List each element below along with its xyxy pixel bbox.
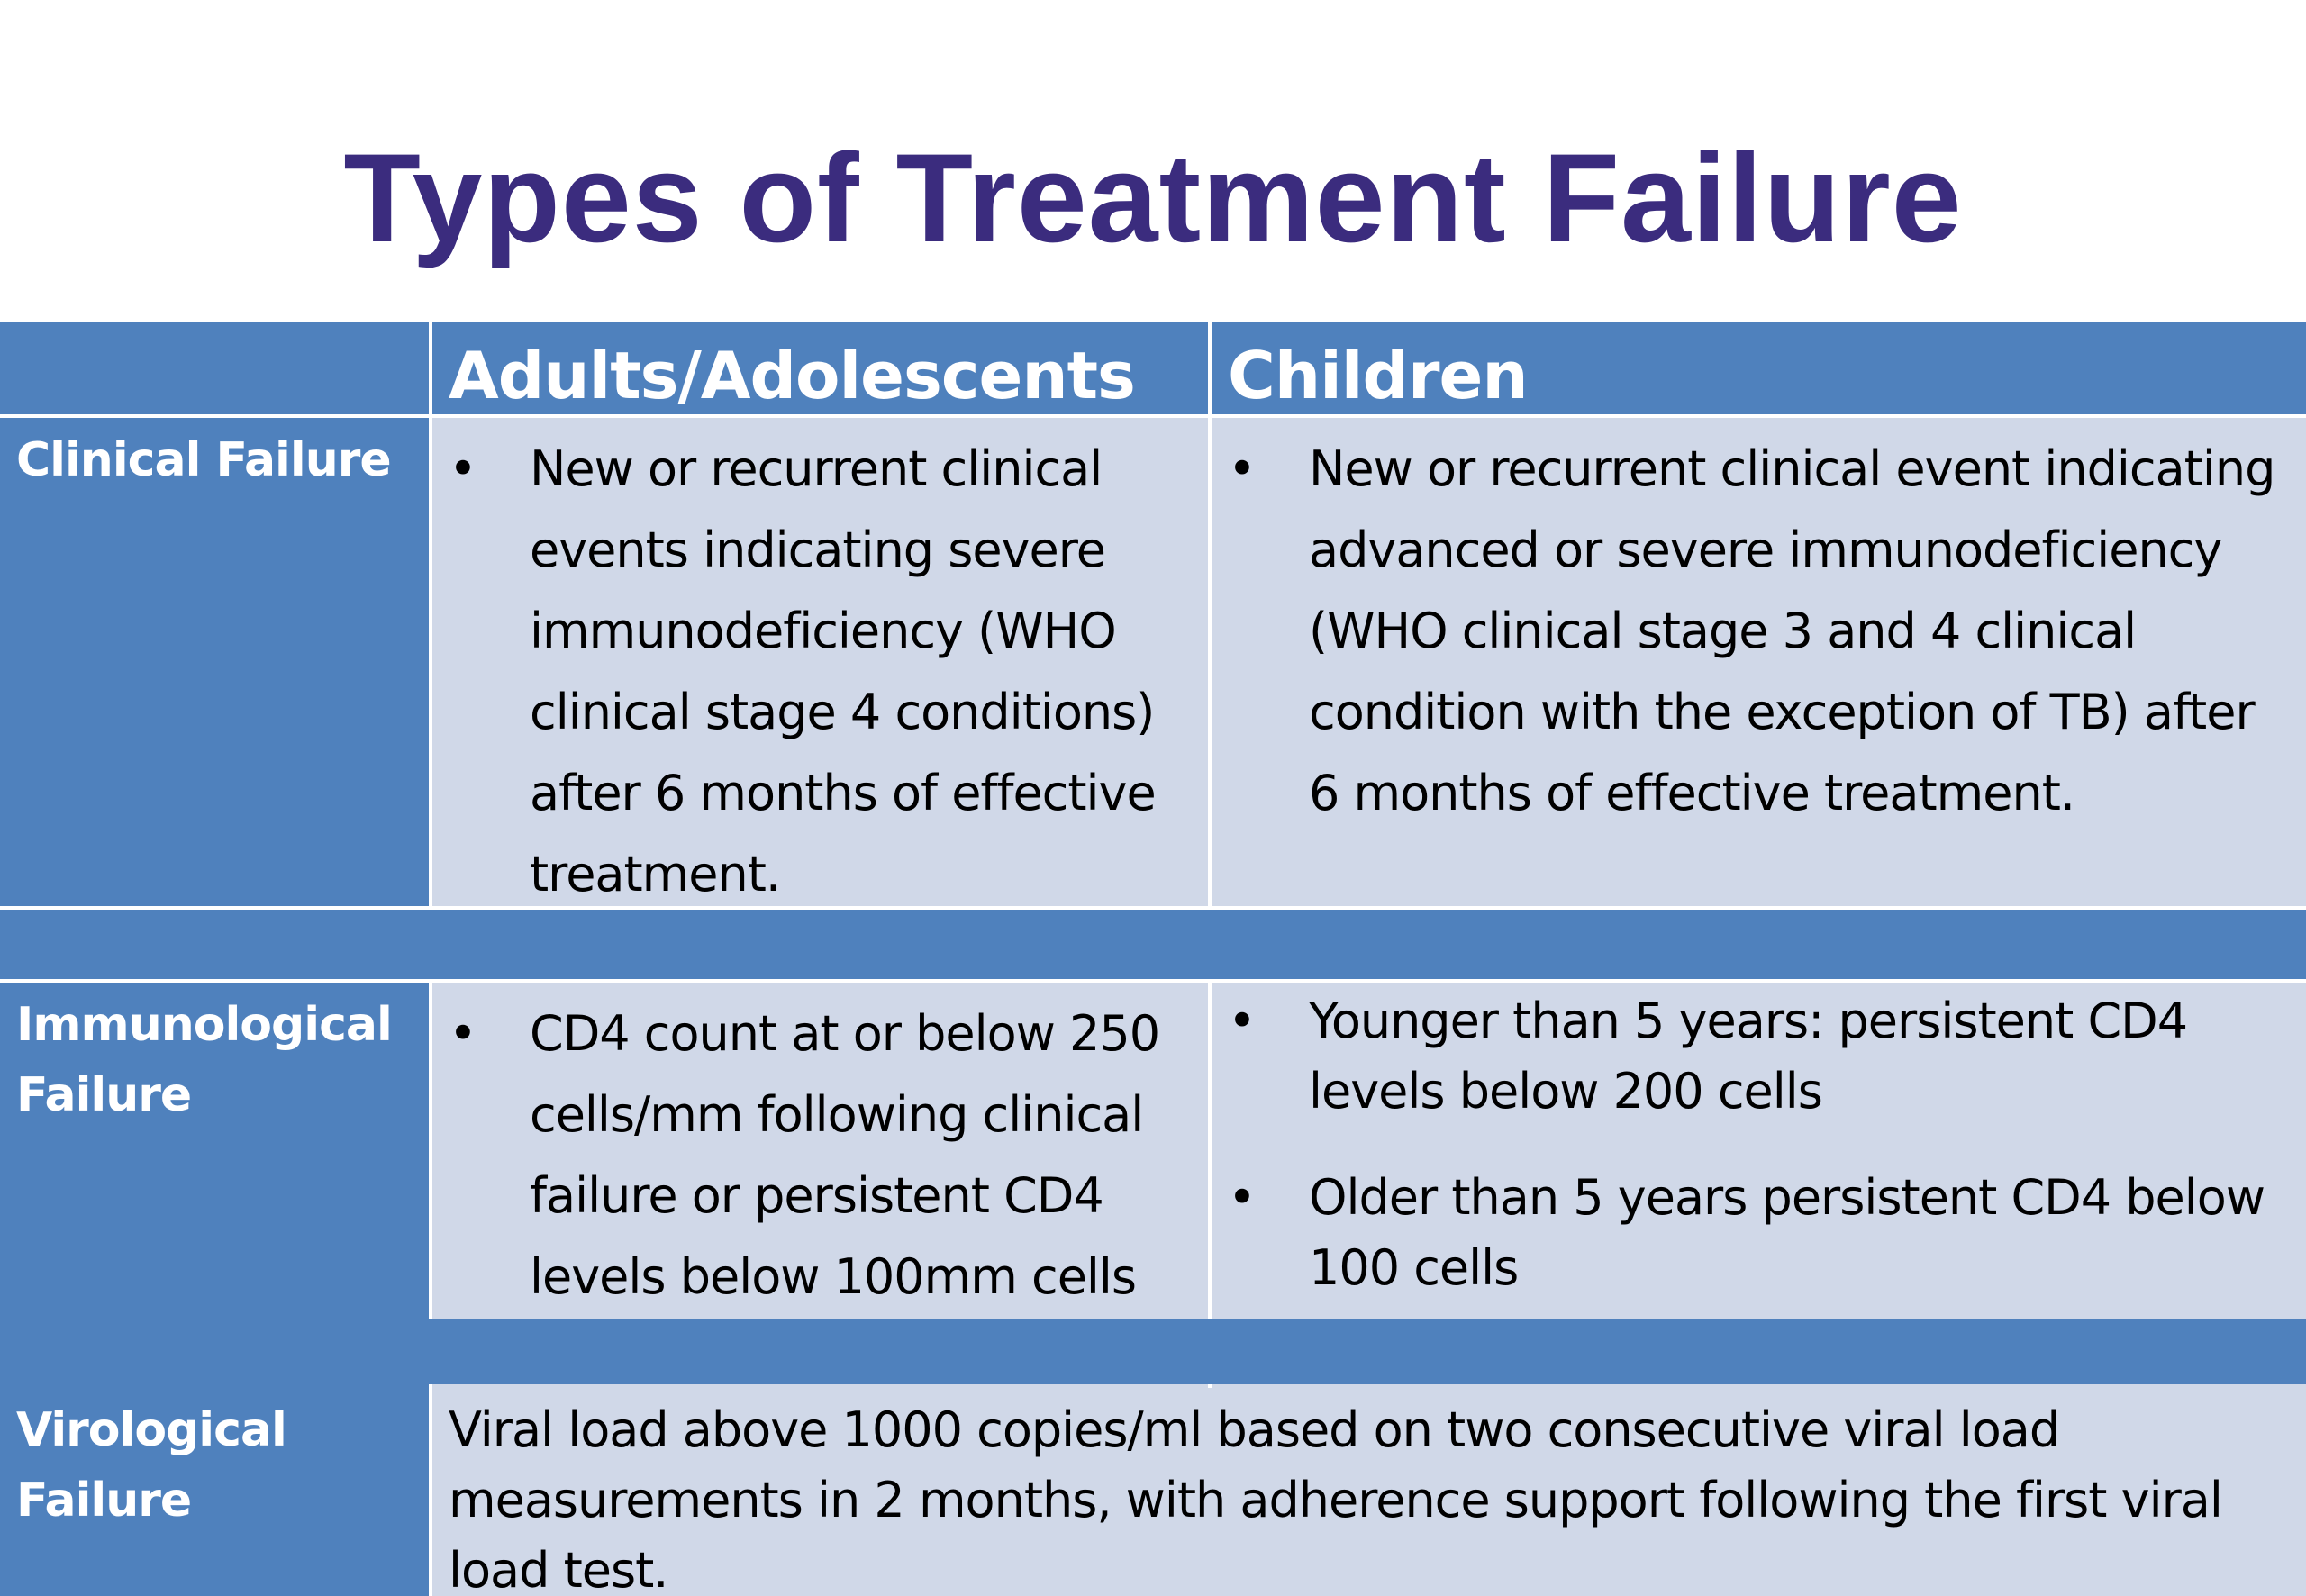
list-item: • New or recurrent clinical event indica… [1212, 429, 2306, 834]
list-item: • Older than 5 years persistent CD4 belo… [1212, 1163, 2306, 1303]
clinical-failure-adults-list: • New or recurrent clinical events indic… [432, 429, 1208, 906]
slide-title: Types of Treatment Failure [343, 127, 1963, 268]
list-item: • Younger than 5 years: persistent CD4 l… [1212, 986, 2306, 1127]
immunological-failure-children-list: • Younger than 5 years: persistent CD4 l… [1212, 986, 2306, 1303]
list-item: • New or recurrent clinical events indic… [432, 429, 1208, 906]
row-label-virological-failure: Virological Failure [0, 1388, 429, 1596]
bullet-icon: • [1228, 1169, 1257, 1226]
spacer-row [0, 1319, 2306, 1384]
clinical-failure-children-list: • New or recurrent clinical event indica… [1212, 429, 2306, 834]
treatment-failure-table: Adults/Adolescents Children Clinical Fai… [0, 318, 2306, 1596]
clinical-failure-children-cell: • New or recurrent clinical event indica… [1212, 418, 2306, 906]
bullet-icon: • [449, 440, 477, 497]
list-item: • CD4 count at or below 250 cells/mm fol… [432, 993, 1208, 1318]
row-label-clinical-failure: Clinical Failure [0, 418, 429, 906]
spacer-row [0, 910, 2306, 979]
list-item-text: CD4 count at or below 250 cells/mm follo… [530, 1005, 1160, 1305]
list-item-text: Younger than 5 years: persistent CD4 lev… [1309, 993, 2188, 1120]
clinical-failure-adults-cell: • New or recurrent clinical events indic… [432, 418, 1208, 906]
virological-failure-combined-cell: Viral load above 1000 copies/ml based on… [432, 1388, 2306, 1596]
bullet-icon: • [449, 1005, 477, 1062]
list-item-text: New or recurrent clinical events indicat… [530, 440, 1157, 902]
immunological-failure-adults-list: • CD4 count at or below 250 cells/mm fol… [432, 993, 1208, 1318]
list-item-text: New or recurrent clinical event indicati… [1309, 440, 2275, 821]
header-children: Children [1212, 322, 2306, 414]
bullet-icon: • [1228, 993, 1257, 1049]
header-corner-cell [0, 322, 429, 414]
list-item-text: Older than 5 years persistent CD4 below … [1309, 1169, 2265, 1296]
bullet-icon: • [1228, 440, 1257, 497]
header-adults-adolescents: Adults/Adolescents [432, 322, 1208, 414]
